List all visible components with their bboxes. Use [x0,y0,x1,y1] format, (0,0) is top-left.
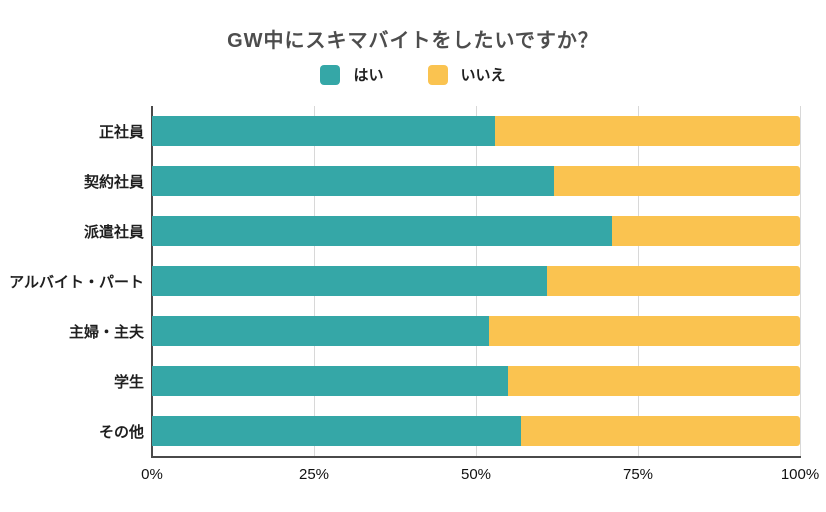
chart-row: その他 [0,406,826,456]
bar-track [152,166,800,196]
bar-segment-はい [152,416,522,446]
chart-row: 学生 [0,356,826,406]
chart-legend: はい いいえ [0,64,826,85]
category-label: 正社員 [98,123,144,141]
chart-plot-area: 正社員契約社員派遣社員アルバイト・パート主婦・主夫学生その他 [0,106,826,458]
category-label: 契約社員 [83,173,144,191]
x-axis-line [151,456,801,458]
bar-segment-いいえ [495,116,800,146]
bar-segment-いいえ [547,266,800,296]
bar-segment-いいえ [553,166,800,196]
chart-row: 正社員 [0,106,826,156]
legend-swatch-no-icon [427,64,448,85]
category-label: 主婦・主夫 [68,323,144,341]
legend-item-yes: はい [320,64,384,85]
bar-segment-はい [152,366,509,396]
bar-segment-はい [152,216,613,246]
x-tick-label: 100% [780,466,820,483]
bar-segment-いいえ [488,316,800,346]
x-tick-label: 0% [141,466,163,483]
chart-title: GW中にスキマバイトをしたいですか？ [227,30,599,52]
bar-track [152,216,800,246]
x-tick-label: 25% [298,466,330,483]
category-label: 派遣社員 [83,223,144,241]
bar-segment-はい [152,116,496,146]
bar-segment-はい [152,166,554,196]
chart-row: 主婦・主夫 [0,306,826,356]
bar-segment-いいえ [612,216,800,246]
bar-segment-はい [152,316,489,346]
chart-row: 契約社員 [0,156,826,206]
bar-track [152,416,800,446]
chart-rows: 正社員契約社員派遣社員アルバイト・パート主婦・主夫学生その他 [0,106,826,456]
legend-swatch-yes-icon [320,64,341,85]
x-axis-ticks: 0% 25% 50% 75% 100% [141,466,819,486]
x-tick-label: 75% [622,466,654,483]
category-label: その他 [98,423,144,441]
bar-track [152,266,800,296]
bar-track [152,316,800,346]
bar-segment-はい [152,266,548,296]
bar-segment-いいえ [521,416,800,446]
x-tick-label: 50% [460,466,492,483]
chart-row: 派遣社員 [0,206,826,256]
legend-item-no: いいえ [427,64,506,85]
bar-track [152,116,800,146]
legend-label-no: いいえ [460,67,506,84]
category-label: アルバイト・パート [9,273,144,291]
category-label: 学生 [113,373,144,391]
legend-label-yes: はい [353,67,384,84]
chart-row: アルバイト・パート [0,256,826,306]
bar-segment-いいえ [508,366,800,396]
bar-track [152,366,800,396]
